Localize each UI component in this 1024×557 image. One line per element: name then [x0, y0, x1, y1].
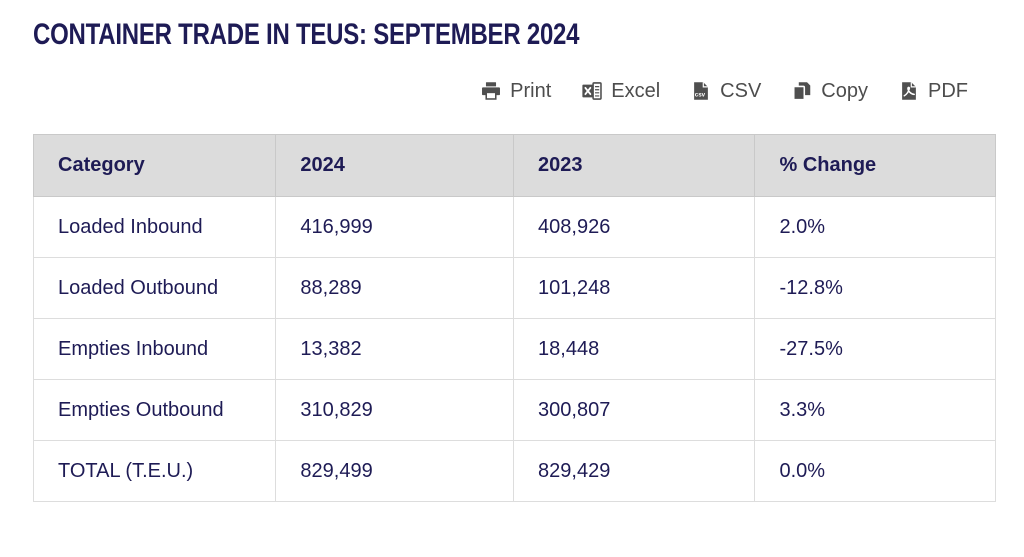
excel-button-label: Excel	[611, 80, 661, 102]
value-2024-cell: 13,382	[275, 318, 515, 380]
table-row: TOTAL (T.E.U.) 829,499 829,429 0.0%	[32, 440, 996, 502]
pdf-button[interactable]: PDF	[898, 80, 968, 102]
percent-change-cell: 2.0%	[754, 196, 996, 258]
value-2024-cell: 829,499	[275, 440, 515, 502]
category-cell: Empties Outbound	[32, 379, 277, 441]
column-header-2023: 2023	[513, 134, 756, 197]
csv-file-icon: csv	[690, 80, 712, 102]
header-row: Category 2024 2023 % Change	[32, 134, 996, 197]
print-button-label: Print	[510, 80, 552, 102]
excel-icon	[581, 80, 603, 102]
copy-button[interactable]: Copy	[791, 80, 868, 102]
value-2023-cell: 101,248	[513, 257, 756, 319]
value-2023-cell: 829,429	[513, 440, 756, 502]
category-cell: Empties Inbound	[32, 318, 277, 380]
value-2024-cell: 88,289	[275, 257, 515, 319]
printer-icon	[480, 80, 502, 102]
table-body: Loaded Inbound 416,999 408,926 2.0% Load…	[32, 196, 996, 502]
table-row: Empties Inbound 13,382 18,448 -27.5%	[32, 318, 996, 380]
pdf-button-label: PDF	[928, 80, 968, 102]
table-row: Empties Outbound 310,829 300,807 3.3%	[32, 379, 996, 441]
csv-button[interactable]: csv CSV	[690, 80, 761, 102]
percent-change-cell: 0.0%	[754, 440, 996, 502]
category-cell: Loaded Outbound	[32, 257, 277, 319]
percent-change-cell: 3.3%	[754, 379, 996, 441]
copy-button-label: Copy	[821, 80, 868, 102]
svg-text:csv: csv	[695, 92, 706, 99]
percent-change-cell: -12.8%	[754, 257, 996, 319]
page-title: CONTAINER TRADE IN TEUS: SEPTEMBER 2024	[33, 18, 580, 51]
value-2023-cell: 300,807	[513, 379, 756, 441]
table-header: Category 2024 2023 % Change	[32, 134, 996, 197]
category-cell: TOTAL (T.E.U.)	[32, 440, 277, 502]
table-row: Loaded Outbound 88,289 101,248 -12.8%	[32, 257, 996, 319]
table-row: Loaded Inbound 416,999 408,926 2.0%	[32, 196, 996, 258]
print-button[interactable]: Print	[480, 80, 551, 102]
copy-icon	[791, 80, 813, 102]
percent-change-cell: -27.5%	[754, 318, 996, 380]
column-header-category: Category	[32, 134, 277, 197]
column-header-2024: 2024	[275, 134, 515, 197]
value-2024-cell: 310,829	[275, 379, 515, 441]
value-2023-cell: 408,926	[513, 196, 756, 258]
category-cell: Loaded Inbound	[32, 196, 277, 258]
pdf-file-icon	[898, 80, 920, 102]
value-2023-cell: 18,448	[513, 318, 756, 380]
export-toolbar: Print Excel csv CSV	[33, 78, 996, 104]
csv-button-label: CSV	[720, 80, 762, 102]
container-trade-table: Category 2024 2023 % Change Loaded Inbou…	[32, 134, 996, 502]
excel-button[interactable]: Excel	[581, 80, 660, 102]
value-2024-cell: 416,999	[275, 196, 515, 258]
container-trade-page: CONTAINER TRADE IN TEUS: SEPTEMBER 2024 …	[32, 18, 996, 502]
column-header-percent-change: % Change	[754, 134, 996, 197]
